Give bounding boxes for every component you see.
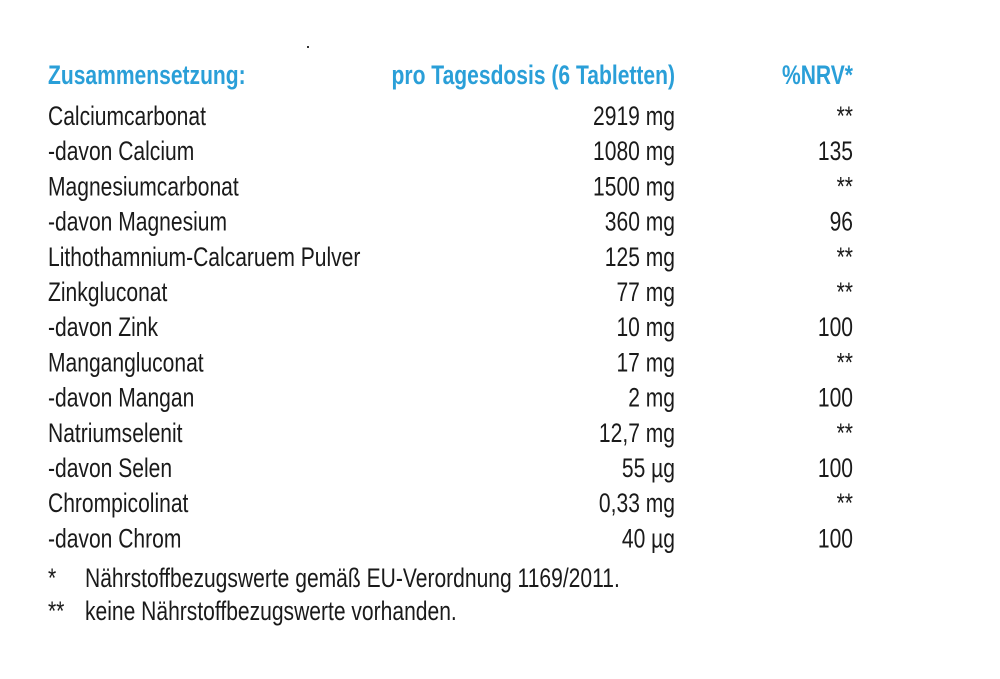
footnote-marker: ** — [48, 597, 65, 627]
row-name: -davon Zink — [48, 313, 159, 343]
row-dose: 17 mg — [616, 348, 675, 378]
row-nrv: ** — [837, 172, 854, 202]
row-dose: 0,33 mg — [599, 489, 675, 519]
row-nrv: 100 — [818, 383, 853, 413]
footnote-marker: * — [48, 564, 57, 594]
row-name: Magnesiumcarbonat — [48, 172, 239, 202]
row-dose: 2 mg — [628, 383, 675, 413]
header-name: Zusammensetzung: — [48, 61, 246, 91]
row-dose: 12,7 mg — [599, 418, 675, 448]
dot — [307, 46, 309, 48]
row-dose: 10 mg — [616, 313, 675, 343]
row-dose: 1080 mg — [593, 137, 675, 167]
row-nrv: 100 — [818, 313, 853, 343]
row-dose: 55 µg — [622, 454, 675, 484]
row-name: Zinkgluconat — [48, 278, 168, 308]
header-nrv: %NRV* — [782, 61, 853, 91]
row-name: -davon Chrom — [48, 524, 181, 554]
row-name: Mangangluconat — [48, 348, 204, 378]
row-name: Lithothamnium-Calcaruem Pulver — [48, 242, 360, 272]
row-nrv: ** — [837, 278, 854, 308]
row-dose: 77 mg — [616, 278, 675, 308]
row-nrv: 100 — [818, 454, 853, 484]
row-nrv: 135 — [818, 137, 853, 167]
row-nrv: ** — [837, 102, 854, 132]
footnote-text: keine Nährstoffbezugswerte vorhanden. — [85, 597, 457, 627]
row-dose: 2919 mg — [593, 102, 675, 132]
row-dose: 40 µg — [622, 524, 675, 554]
row-name: Calciumcarbonat — [48, 102, 206, 132]
header-dose: pro Tagesdosis (6 Tabletten) — [392, 61, 675, 91]
row-nrv: ** — [837, 242, 854, 272]
row-name: -davon Selen — [48, 454, 172, 484]
row-name: -davon Calcium — [48, 137, 194, 167]
row-nrv: 96 — [830, 207, 853, 237]
row-name: -davon Magnesium — [48, 207, 227, 237]
row-nrv: ** — [837, 418, 854, 448]
row-name: Natriumselenit — [48, 418, 183, 448]
row-dose: 1500 mg — [593, 172, 675, 202]
row-nrv: ** — [837, 489, 854, 519]
row-dose: 125 mg — [605, 242, 675, 272]
row-name: Chrompicolinat — [48, 489, 189, 519]
row-name: -davon Mangan — [48, 383, 194, 413]
row-nrv: ** — [837, 348, 854, 378]
footnote-text: Nährstoffbezugswerte gemäß EU-Verordnung… — [85, 564, 620, 594]
row-dose: 360 mg — [605, 207, 675, 237]
row-nrv: 100 — [818, 524, 853, 554]
content: Zusammensetzung: pro Tagesdosis (6 Tablet… — [48, 61, 854, 627]
